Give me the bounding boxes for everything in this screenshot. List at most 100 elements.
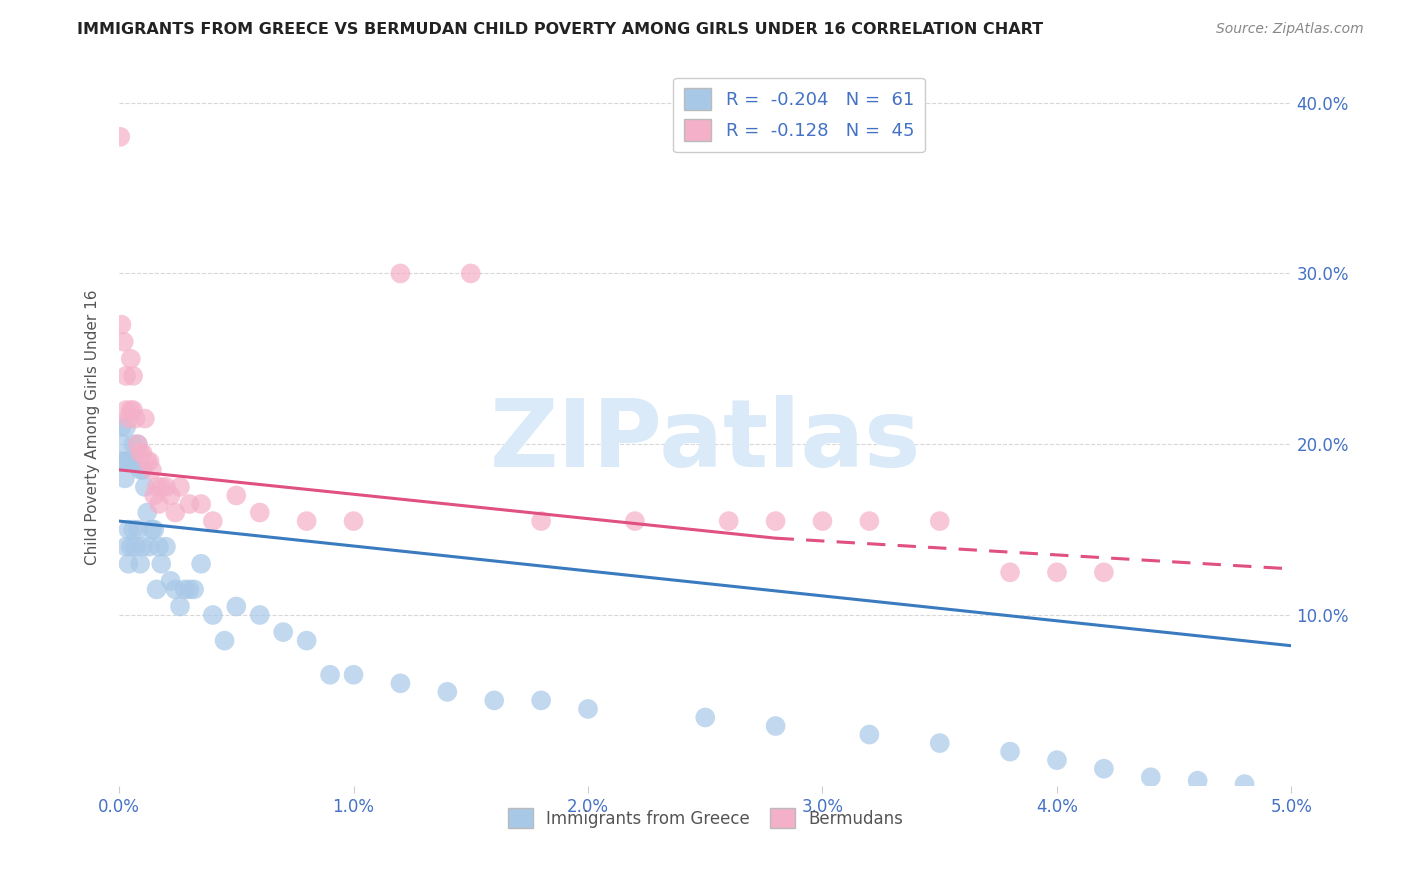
Point — [295, 633, 318, 648]
Point — [134, 480, 156, 494]
Text: Source: ZipAtlas.com: Source: ZipAtlas.com — [1216, 22, 1364, 37]
Point — [249, 607, 271, 622]
Point — [928, 514, 950, 528]
Point — [141, 523, 163, 537]
Point — [1233, 777, 1256, 791]
Point — [120, 454, 142, 468]
Point — [110, 454, 132, 468]
Point — [124, 411, 146, 425]
Point — [1046, 753, 1069, 767]
Point — [143, 523, 166, 537]
Point — [179, 497, 201, 511]
Point — [342, 514, 364, 528]
Point — [201, 607, 224, 622]
Point — [319, 667, 342, 681]
Point — [117, 454, 139, 468]
Point — [115, 420, 138, 434]
Point — [484, 693, 506, 707]
Point — [115, 540, 138, 554]
Point — [110, 318, 132, 332]
Point — [811, 514, 834, 528]
Point — [120, 351, 142, 366]
Point — [122, 403, 145, 417]
Point — [110, 420, 132, 434]
Point — [214, 633, 236, 648]
Point — [858, 514, 880, 528]
Point — [117, 557, 139, 571]
Point — [131, 540, 153, 554]
Point — [155, 540, 177, 554]
Point — [1139, 770, 1161, 784]
Point — [131, 463, 153, 477]
Point — [1092, 566, 1115, 580]
Point — [120, 540, 142, 554]
Point — [127, 523, 149, 537]
Point — [928, 736, 950, 750]
Point — [998, 566, 1021, 580]
Point — [998, 745, 1021, 759]
Point — [115, 368, 138, 383]
Point — [201, 514, 224, 528]
Point — [436, 685, 458, 699]
Point — [249, 506, 271, 520]
Point — [717, 514, 740, 528]
Point — [389, 676, 412, 690]
Point — [165, 582, 187, 597]
Point — [138, 540, 160, 554]
Point — [225, 599, 247, 614]
Point — [858, 727, 880, 741]
Point — [120, 403, 142, 417]
Point — [112, 334, 135, 349]
Point — [136, 506, 159, 520]
Point — [173, 582, 195, 597]
Text: ZIPatlas: ZIPatlas — [489, 395, 921, 488]
Point — [190, 497, 212, 511]
Point — [165, 506, 187, 520]
Point — [150, 557, 173, 571]
Point — [159, 574, 181, 588]
Point — [150, 480, 173, 494]
Point — [141, 463, 163, 477]
Point — [159, 488, 181, 502]
Point — [122, 368, 145, 383]
Point — [127, 437, 149, 451]
Point — [190, 557, 212, 571]
Point — [124, 454, 146, 468]
Point — [179, 582, 201, 597]
Point — [131, 446, 153, 460]
Point — [530, 693, 553, 707]
Point — [122, 437, 145, 451]
Point — [127, 437, 149, 451]
Point — [145, 480, 167, 494]
Point — [183, 582, 205, 597]
Point — [155, 480, 177, 494]
Point — [112, 454, 135, 468]
Point — [342, 667, 364, 681]
Y-axis label: Child Poverty Among Girls Under 16: Child Poverty Among Girls Under 16 — [86, 289, 100, 565]
Point — [117, 411, 139, 425]
Point — [695, 710, 717, 724]
Point — [114, 471, 136, 485]
Point — [169, 480, 191, 494]
Point — [148, 540, 170, 554]
Point — [110, 129, 132, 144]
Text: IMMIGRANTS FROM GREECE VS BERMUDAN CHILD POVERTY AMONG GIRLS UNDER 16 CORRELATIO: IMMIGRANTS FROM GREECE VS BERMUDAN CHILD… — [77, 22, 1043, 37]
Point — [129, 446, 152, 460]
Point — [124, 540, 146, 554]
Point — [624, 514, 647, 528]
Point — [143, 488, 166, 502]
Point — [1046, 566, 1069, 580]
Point — [115, 403, 138, 417]
Point — [136, 454, 159, 468]
Point — [1187, 773, 1209, 788]
Point — [129, 557, 152, 571]
Point — [122, 523, 145, 537]
Point — [111, 437, 134, 451]
Point — [134, 411, 156, 425]
Point — [169, 599, 191, 614]
Point — [576, 702, 599, 716]
Point — [271, 625, 294, 640]
Point — [138, 454, 160, 468]
Legend: Immigrants from Greece, Bermudans: Immigrants from Greece, Bermudans — [501, 801, 910, 835]
Point — [530, 514, 553, 528]
